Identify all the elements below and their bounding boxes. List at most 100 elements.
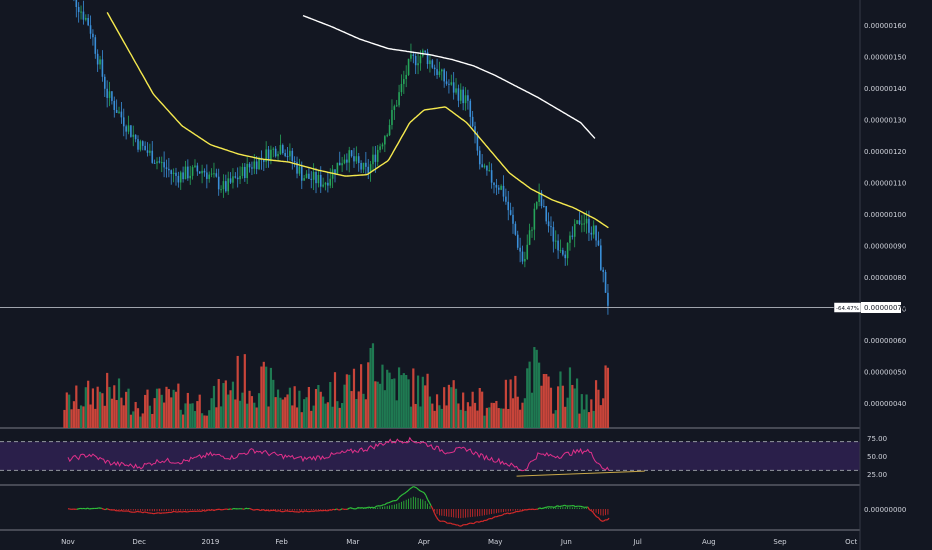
volume-bar [326,402,329,428]
macd-line-segment [596,516,599,519]
volume-bar [585,394,588,428]
candle-body [607,292,609,306]
candle-body [134,134,137,140]
volume-bar [459,409,462,428]
time-axis[interactable]: Nov Dec 2019 Feb Mar Apr May Jun Jul Aug Sep Oct [61,538,857,546]
rsi-trendline[interactable] [516,470,645,477]
volume-bar [390,379,394,428]
volume-bar [500,408,503,428]
volume-bar [255,407,258,428]
time-tick-label: 2019 [201,538,219,546]
volume-bar [397,367,401,428]
candle-body [289,150,291,157]
volume-bar [566,397,569,428]
macd-line-segment [249,507,252,510]
candle-body [592,225,595,235]
macd-line-segment [336,508,339,511]
volume-bar [438,405,441,428]
volume-bar [571,384,574,428]
macd-line-segment [267,509,270,512]
volume-bar [191,403,194,428]
volume-bar [84,387,87,428]
macd-line-segment [331,508,334,511]
candle-body [559,250,562,252]
candle-body [234,176,237,178]
volume-bar [445,405,448,428]
candle-body [533,208,536,230]
candle-body [227,178,229,192]
volume-bar [87,380,90,428]
candle-body [376,149,379,162]
macd-line-segment [187,510,190,513]
candle-body [405,74,407,80]
macd-line-segment [313,510,316,512]
volume-bar [189,403,192,428]
candle-body [426,52,429,65]
volume-bar [485,407,488,428]
candle-body [353,156,355,162]
volume-bar [229,390,232,428]
macd-line-segment [373,505,377,509]
volume-bar [388,372,391,428]
candle-body [284,153,286,157]
volume-bars [63,343,610,428]
volume-bar [129,414,132,428]
macd-line-segment [201,509,204,512]
volume-bar [516,396,519,428]
candle-body [578,220,581,225]
volume-bar [291,405,294,428]
volume-bar [331,406,334,428]
volume-bar [139,416,142,428]
candle-body [172,172,175,174]
volume-bar [91,388,95,428]
volume-bar [452,380,455,428]
volume-bar [75,385,78,428]
candle-body [360,162,362,170]
candle-body [141,141,144,146]
candle-body [535,201,538,209]
volume-bar [329,382,332,428]
volume-bar [464,410,467,428]
volume-bar [305,397,308,428]
macd-axis[interactable]: 0.00000000 [864,506,906,514]
volume-bar [243,354,246,428]
volume-bar [528,361,531,428]
volume-bar [540,385,543,428]
candle-body [267,149,270,161]
rsi-axis[interactable]: 75.00 50.00 25.00 [867,435,887,479]
volume-bar [604,365,607,428]
volume-bar [127,388,130,428]
macd-line-segment [283,510,286,513]
macd-line-segment [594,514,598,518]
volume-bar [378,383,382,428]
candle-body [369,164,372,173]
candle-body [448,83,450,85]
price-tick-label: 0.00000120 [864,148,906,156]
candle-body [312,172,315,180]
candle-body [296,162,298,174]
volume-bar [490,402,493,428]
volume-bar [274,397,277,428]
candle-body [486,165,488,171]
macd-line-segment [468,522,471,525]
volume-bar [497,408,500,428]
ma-fast-line [106,12,609,229]
volume-bar [424,385,427,428]
macd-line-segment [434,513,437,518]
candle-body [272,148,275,150]
candle-body [244,166,246,179]
candle-body [108,91,111,98]
candle-body [179,172,182,183]
price-tick-label: 0.00000160 [864,22,906,30]
volume-bar [160,394,163,428]
macd-line-segment [334,508,338,511]
candle-body [239,175,241,180]
volume-bar [530,392,534,428]
candle-body [585,218,588,224]
candle-body [115,109,118,113]
macd-line-segment [292,510,295,513]
candle-body [474,126,476,135]
candle-body [338,162,341,166]
candle-body [467,95,469,101]
